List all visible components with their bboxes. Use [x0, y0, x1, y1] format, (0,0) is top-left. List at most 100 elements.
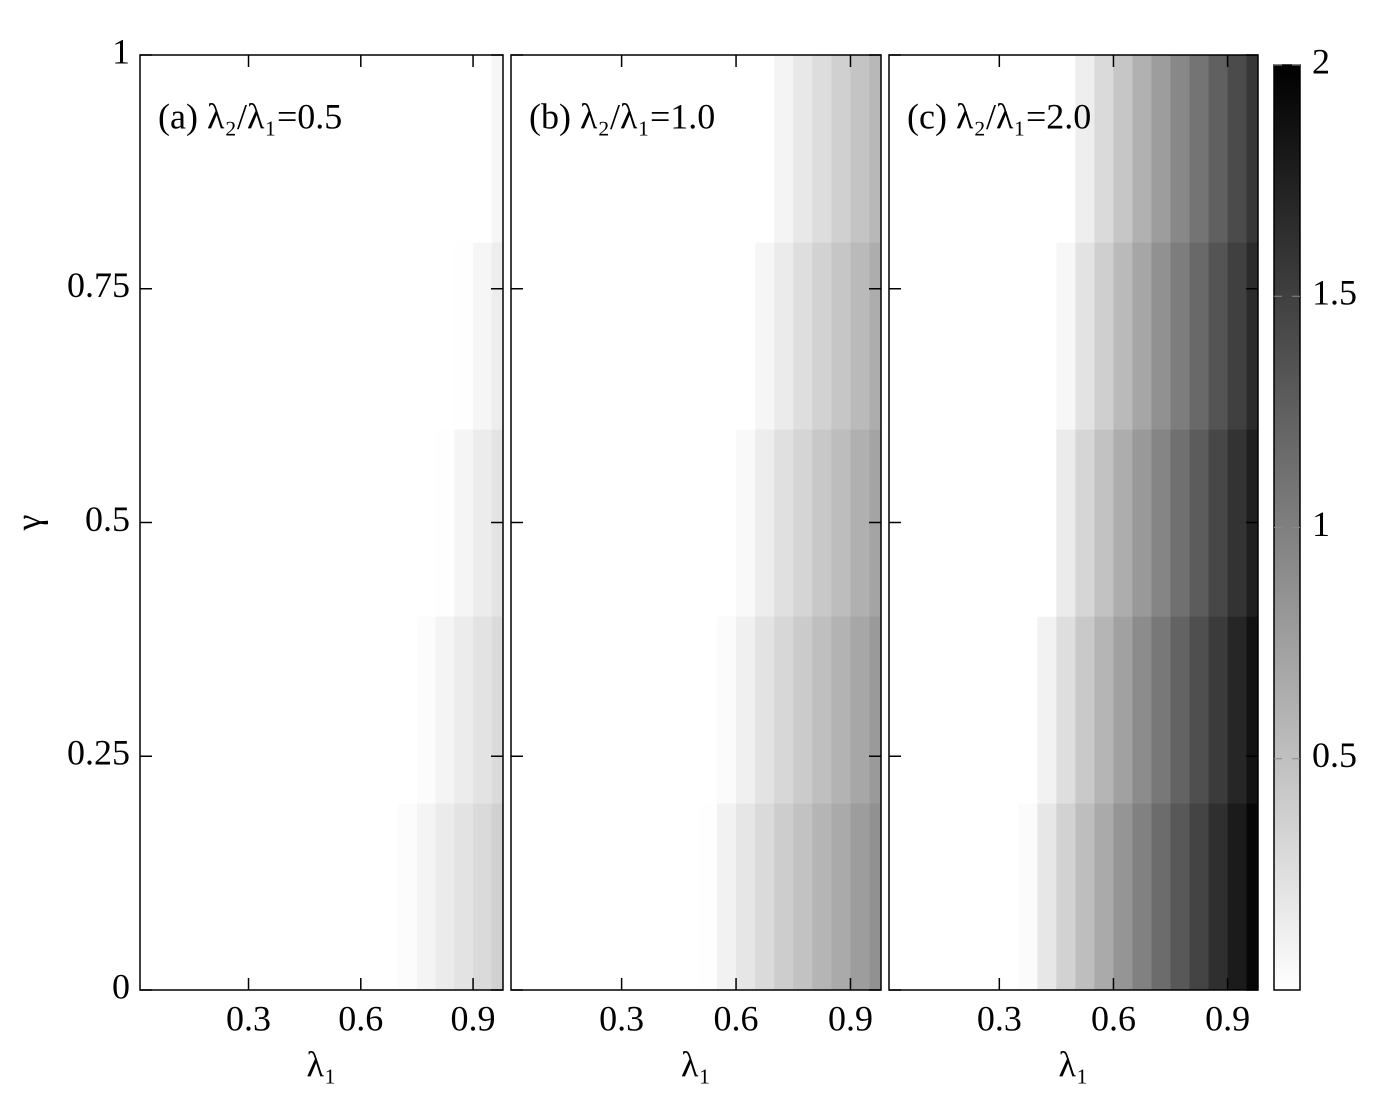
heatmap-cell [1094, 616, 1115, 804]
heatmap-cell [454, 429, 474, 617]
heatmap-cell [716, 803, 737, 990]
panel-title: (b) λ₂/λ₁=1.0 [529, 96, 715, 136]
heatmap-cell [1227, 242, 1248, 430]
heatmap-cell [360, 616, 381, 804]
heatmap-cell [1227, 803, 1248, 990]
heatmap-cell [1037, 616, 1057, 804]
heatmap-cell [980, 55, 1000, 243]
heatmap-cell [140, 242, 156, 430]
heatmap-cell [173, 429, 193, 617]
heatmap-cell [602, 242, 623, 430]
heatmap-cell [229, 429, 250, 617]
heatmap-cell [904, 55, 924, 243]
heatmap-cell [304, 616, 324, 804]
heatmap-cell [1056, 242, 1077, 430]
heatmap-cell [285, 242, 306, 430]
heatmap-cell [1189, 429, 1210, 617]
heatmap-cell [1189, 803, 1210, 990]
heatmap-cell [812, 429, 833, 617]
heatmap-cell [211, 55, 231, 243]
heatmap-cell [416, 429, 437, 617]
y-tick-label: 0 [112, 966, 130, 1006]
x-tick-label: 0.6 [338, 998, 383, 1038]
heatmap-cell [564, 616, 585, 804]
heatmap-cell [755, 803, 775, 990]
heatmap-cell [379, 55, 399, 243]
heatmap-cell [793, 616, 813, 804]
heatmap-cell [267, 429, 287, 617]
x-tick-label: 0.6 [714, 998, 759, 1038]
heatmap-cell [831, 242, 852, 430]
heatmap-cell [342, 55, 362, 243]
heatmap-cell [398, 55, 418, 243]
heatmap-cell [602, 616, 623, 804]
x-tick-label: 0.3 [226, 998, 271, 1038]
heatmap-cell [154, 242, 175, 430]
heatmap-cell [1170, 803, 1191, 990]
heatmap-cell [1151, 242, 1172, 430]
heatmap-cell [1056, 55, 1077, 243]
heatmap-cell [1208, 55, 1229, 243]
heatmap-cell [774, 616, 794, 804]
heatmap-cell [850, 429, 871, 617]
heatmap-cell [1018, 55, 1038, 243]
heatmap-cell [491, 803, 503, 990]
heatmap-cell [923, 616, 943, 804]
heatmap-cell [869, 616, 881, 804]
heatmap-cell [416, 55, 437, 243]
heatmap-cell [526, 803, 546, 990]
heatmap-cell [716, 429, 737, 617]
heatmap-cell [850, 242, 871, 430]
heatmap-cell [1189, 616, 1210, 804]
heatmap-cell [1113, 242, 1134, 430]
heatmap-cell [999, 616, 1019, 804]
heatmap-cell [473, 616, 493, 804]
heatmap-cell [545, 429, 566, 617]
heatmap-cell [416, 803, 437, 990]
heatmap-cell [154, 55, 175, 243]
heatmap-cell [173, 803, 193, 990]
heatmap-cell [342, 429, 362, 617]
heatmap-cell [659, 803, 680, 990]
colorbar-tick-label: 1 [1312, 504, 1330, 544]
heatmap-cell [473, 242, 493, 430]
heatmap-cell [1113, 803, 1134, 990]
heatmap-cell [923, 429, 943, 617]
heatmap-cell [1227, 55, 1248, 243]
heatmap-cell [999, 55, 1019, 243]
heatmap-cell [360, 55, 381, 243]
heatmap-cell [526, 242, 546, 430]
heatmap-cell [980, 242, 1000, 430]
heatmap-cell [1170, 616, 1191, 804]
heatmap-cell [398, 242, 418, 430]
heatmap-cell [564, 429, 585, 617]
heatmap-cell [602, 429, 623, 617]
y-tick-label: 0.75 [67, 265, 130, 305]
heatmap-cell [659, 616, 680, 804]
heatmap-cell [736, 429, 756, 617]
y-axis-label: γ [8, 514, 48, 531]
heatmap-cell [736, 55, 756, 243]
heatmap-cell [192, 242, 212, 430]
heatmap-cell [454, 242, 474, 430]
heatmap-cell [435, 242, 455, 430]
heatmap-cell [285, 429, 306, 617]
heatmap-cell [248, 803, 268, 990]
heatmap-cell [398, 429, 418, 617]
heatmap-cell [640, 55, 661, 243]
x-tick-label: 0.3 [977, 998, 1022, 1038]
heatmap-cell [1246, 616, 1258, 804]
heatmap-cell [583, 242, 604, 430]
heatmap-cell [923, 55, 943, 243]
heatmap-cell [942, 429, 962, 617]
heatmap-cell [342, 803, 362, 990]
heatmap-cell [923, 242, 943, 430]
heatmap-cell [850, 803, 871, 990]
heatmap [511, 55, 881, 990]
heatmap-cell [1037, 55, 1057, 243]
heatmap-cell [621, 803, 642, 990]
heatmap-cell [1208, 803, 1229, 990]
panel-title: (c) λ₂/λ₁=2.0 [907, 96, 1091, 136]
heatmap-cell [454, 616, 474, 804]
heatmap-cell [323, 616, 343, 804]
